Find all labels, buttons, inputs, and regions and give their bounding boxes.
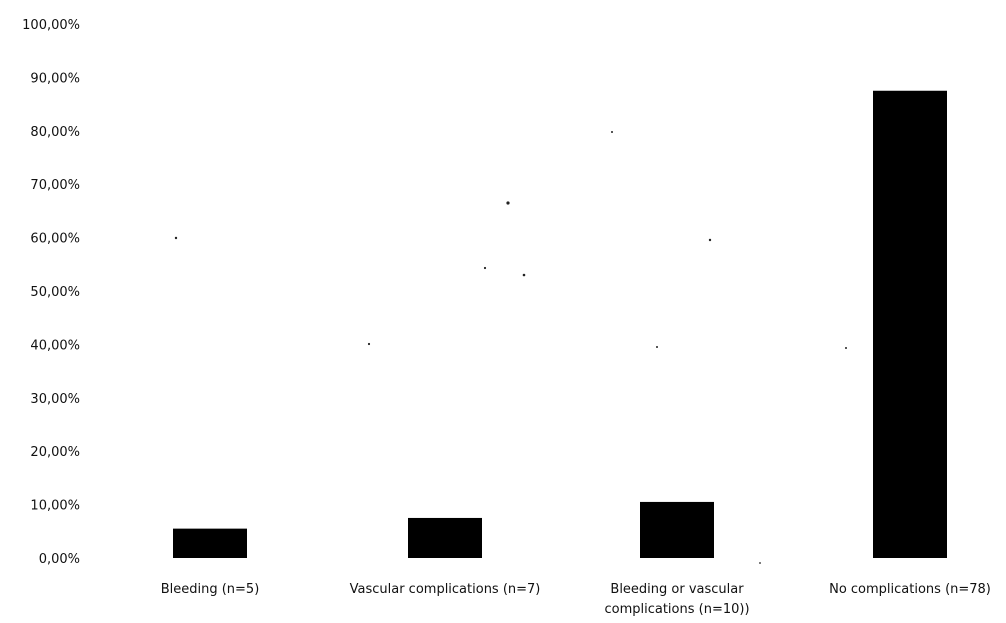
y-tick-label: 50,00% [30, 285, 80, 300]
category-label: complications (n=10)) [604, 602, 749, 617]
y-tick-label: 100,00% [22, 18, 80, 33]
y-tick-label: 70,00% [30, 178, 80, 193]
bar [640, 501, 714, 558]
y-tick-label: 40,00% [30, 338, 80, 353]
bar [173, 528, 247, 558]
y-tick-label: 90,00% [30, 71, 80, 86]
y-tick-label: 10,00% [30, 499, 80, 514]
x-axis-category-labels: Bleeding (n=5) Vascular complications (n=… [161, 582, 991, 617]
category-label: Vascular complications (n=7) [350, 582, 541, 597]
y-tick-label: 30,00% [30, 392, 80, 407]
y-axis-tick-labels: 0,00% 10,00% 20,00% 30,00% 40,00% 50,00% 60,00… [22, 18, 80, 567]
bar [408, 517, 482, 558]
category-label: Bleeding or vascular [610, 582, 744, 597]
y-tick-label: 80,00% [30, 125, 80, 140]
scan-artifacts [174, 131, 847, 564]
bars [173, 90, 947, 558]
bar [873, 90, 947, 558]
category-label: Bleeding (n=5) [161, 582, 260, 597]
y-tick-label: 20,00% [30, 445, 80, 460]
category-label: No complications (n=78) [829, 582, 991, 597]
y-tick-label: 60,00% [30, 232, 80, 247]
y-tick-label: 0,00% [39, 552, 80, 567]
